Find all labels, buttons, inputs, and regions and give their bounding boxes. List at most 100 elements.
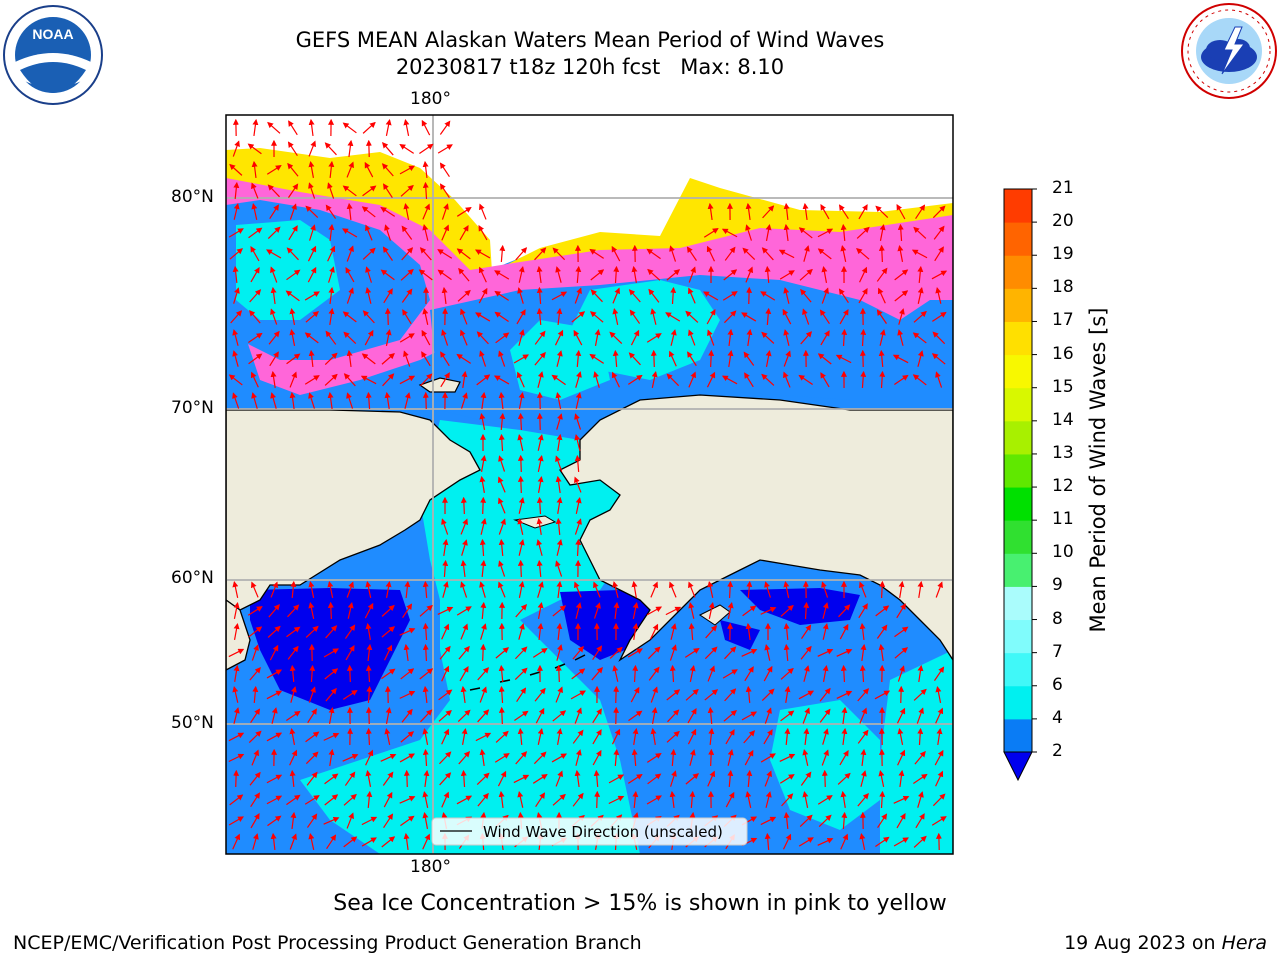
wind-wave-arrow bbox=[400, 731, 415, 743]
wind-wave-arrow bbox=[382, 373, 395, 387]
wind-wave-arrow bbox=[271, 707, 278, 724]
wind-wave-arrow bbox=[800, 331, 813, 345]
wind-wave-arrow bbox=[931, 270, 948, 280]
wind-wave-arrow bbox=[308, 601, 315, 619]
wind-wave-arrow bbox=[555, 391, 562, 409]
wind-wave-arrow bbox=[383, 288, 393, 304]
wind-wave-arrow bbox=[896, 813, 906, 829]
map-frame bbox=[225, 114, 954, 855]
wind-wave-arrow bbox=[555, 770, 563, 787]
colorbar-segment bbox=[1004, 387, 1032, 422]
wind-wave-arrow bbox=[287, 162, 299, 177]
wind-wave-arrow bbox=[536, 286, 543, 305]
wind-wave-arrow bbox=[554, 329, 564, 346]
wind-wave-arrow bbox=[494, 753, 510, 763]
wind-wave-arrow bbox=[421, 329, 431, 346]
wind-wave-arrow bbox=[401, 225, 413, 240]
wind-wave-arrow bbox=[646, 752, 662, 763]
wind-wave-arrow bbox=[685, 773, 700, 785]
wind-wave-arrow bbox=[347, 139, 354, 158]
wind-wave-arrow bbox=[859, 622, 866, 641]
wind-wave-arrow bbox=[517, 475, 524, 494]
wind-wave-arrow bbox=[914, 750, 926, 765]
wind-wave-arrow bbox=[438, 709, 452, 722]
wind-wave-arrow bbox=[289, 749, 298, 766]
wind-wave-arrow bbox=[687, 287, 696, 304]
wind-wave-arrow bbox=[477, 667, 490, 681]
wind-wave-arrow bbox=[917, 580, 924, 598]
wind-wave-arrow bbox=[764, 644, 771, 661]
wind-wave-arrow bbox=[725, 791, 735, 808]
wind-wave-arrow bbox=[646, 248, 661, 260]
colorbar-tick-label: 20 bbox=[1052, 211, 1074, 232]
wind-wave-arrow bbox=[304, 795, 320, 805]
wind-wave-arrow bbox=[628, 289, 641, 303]
wind-wave-arrow bbox=[798, 227, 813, 239]
wind-wave-arrow bbox=[365, 706, 372, 725]
wind-wave-arrow bbox=[705, 625, 718, 639]
wind-wave-arrow bbox=[289, 769, 296, 788]
wind-wave-arrow bbox=[421, 351, 431, 367]
wind-wave-arrow bbox=[270, 832, 277, 851]
wind-wave-arrow bbox=[798, 690, 815, 700]
wind-wave-arrow bbox=[708, 748, 715, 767]
wind-wave-arrow bbox=[327, 245, 336, 262]
wind-wave-arrow bbox=[933, 666, 945, 681]
wind-wave-arrow bbox=[269, 204, 279, 220]
wind-wave-arrow bbox=[232, 581, 239, 598]
wind-wave-arrow bbox=[628, 710, 643, 722]
wind-wave-arrow bbox=[399, 690, 416, 699]
wind-wave-arrow bbox=[270, 266, 278, 283]
wind-wave-arrow bbox=[575, 349, 582, 368]
wind-wave-arrow bbox=[233, 203, 240, 220]
lon-label-bottom: 180° bbox=[410, 857, 451, 877]
wind-wave-arrow bbox=[783, 350, 791, 367]
wind-wave-arrow bbox=[783, 329, 790, 346]
wind-wave-arrow bbox=[760, 753, 776, 763]
wind-wave-arrow bbox=[537, 454, 544, 472]
colorbar-segment bbox=[1004, 652, 1032, 687]
wind-wave-arrow bbox=[650, 727, 657, 745]
wind-wave-arrow bbox=[385, 328, 392, 346]
wind-wave-arrow bbox=[289, 371, 297, 388]
wind-wave-arrow bbox=[893, 837, 909, 847]
wind-wave-arrow bbox=[287, 604, 300, 618]
wind-wave-arrow bbox=[365, 224, 373, 241]
chart-title: GEFS MEAN Alaskan Waters Mean Period of … bbox=[295, 28, 885, 52]
wind-wave-arrow bbox=[703, 291, 719, 301]
wind-wave-arrow bbox=[346, 245, 354, 262]
wind-wave-arrow bbox=[783, 643, 790, 662]
wind-wave-arrow bbox=[613, 601, 620, 620]
wind-wave-arrow bbox=[821, 287, 829, 304]
wind-wave-arrow bbox=[707, 665, 715, 682]
wind-wave-arrow bbox=[724, 646, 737, 660]
wind-wave-arrow bbox=[308, 392, 316, 409]
wind-wave-arrow bbox=[632, 622, 639, 640]
wind-wave-arrow bbox=[479, 203, 487, 220]
wind-wave-arrow bbox=[324, 773, 339, 785]
wind-wave-arrow bbox=[727, 769, 734, 788]
wind-wave-arrow bbox=[688, 266, 696, 283]
wind-wave-arrow bbox=[270, 286, 277, 305]
wind-wave-arrow bbox=[422, 181, 429, 200]
wind-wave-arrow bbox=[551, 291, 568, 301]
wind-wave-arrow bbox=[760, 816, 777, 826]
wind-wave-arrow bbox=[896, 203, 906, 220]
wind-wave-arrow bbox=[537, 371, 544, 388]
wind-wave-arrow bbox=[266, 669, 283, 679]
wind-wave-arrow bbox=[422, 160, 429, 179]
wind-wave-arrow bbox=[422, 391, 429, 410]
wind-wave-arrow bbox=[877, 287, 886, 304]
wind-wave-arrow bbox=[723, 310, 737, 324]
wind-wave-arrow bbox=[897, 223, 904, 242]
footer-date-text: 19 Aug 2023 on bbox=[1064, 932, 1222, 954]
wind-wave-arrow bbox=[247, 143, 262, 155]
colorbar-tick-label: 6 bbox=[1052, 674, 1063, 695]
wind-wave-arrow bbox=[860, 328, 867, 347]
wind-wave-arrow bbox=[704, 689, 719, 701]
wind-wave-arrow bbox=[665, 606, 682, 616]
wind-wave-arrow bbox=[399, 143, 415, 154]
wind-wave-arrow bbox=[571, 311, 586, 323]
wind-wave-arrow bbox=[574, 454, 581, 473]
wind-wave-arrow bbox=[517, 287, 524, 304]
